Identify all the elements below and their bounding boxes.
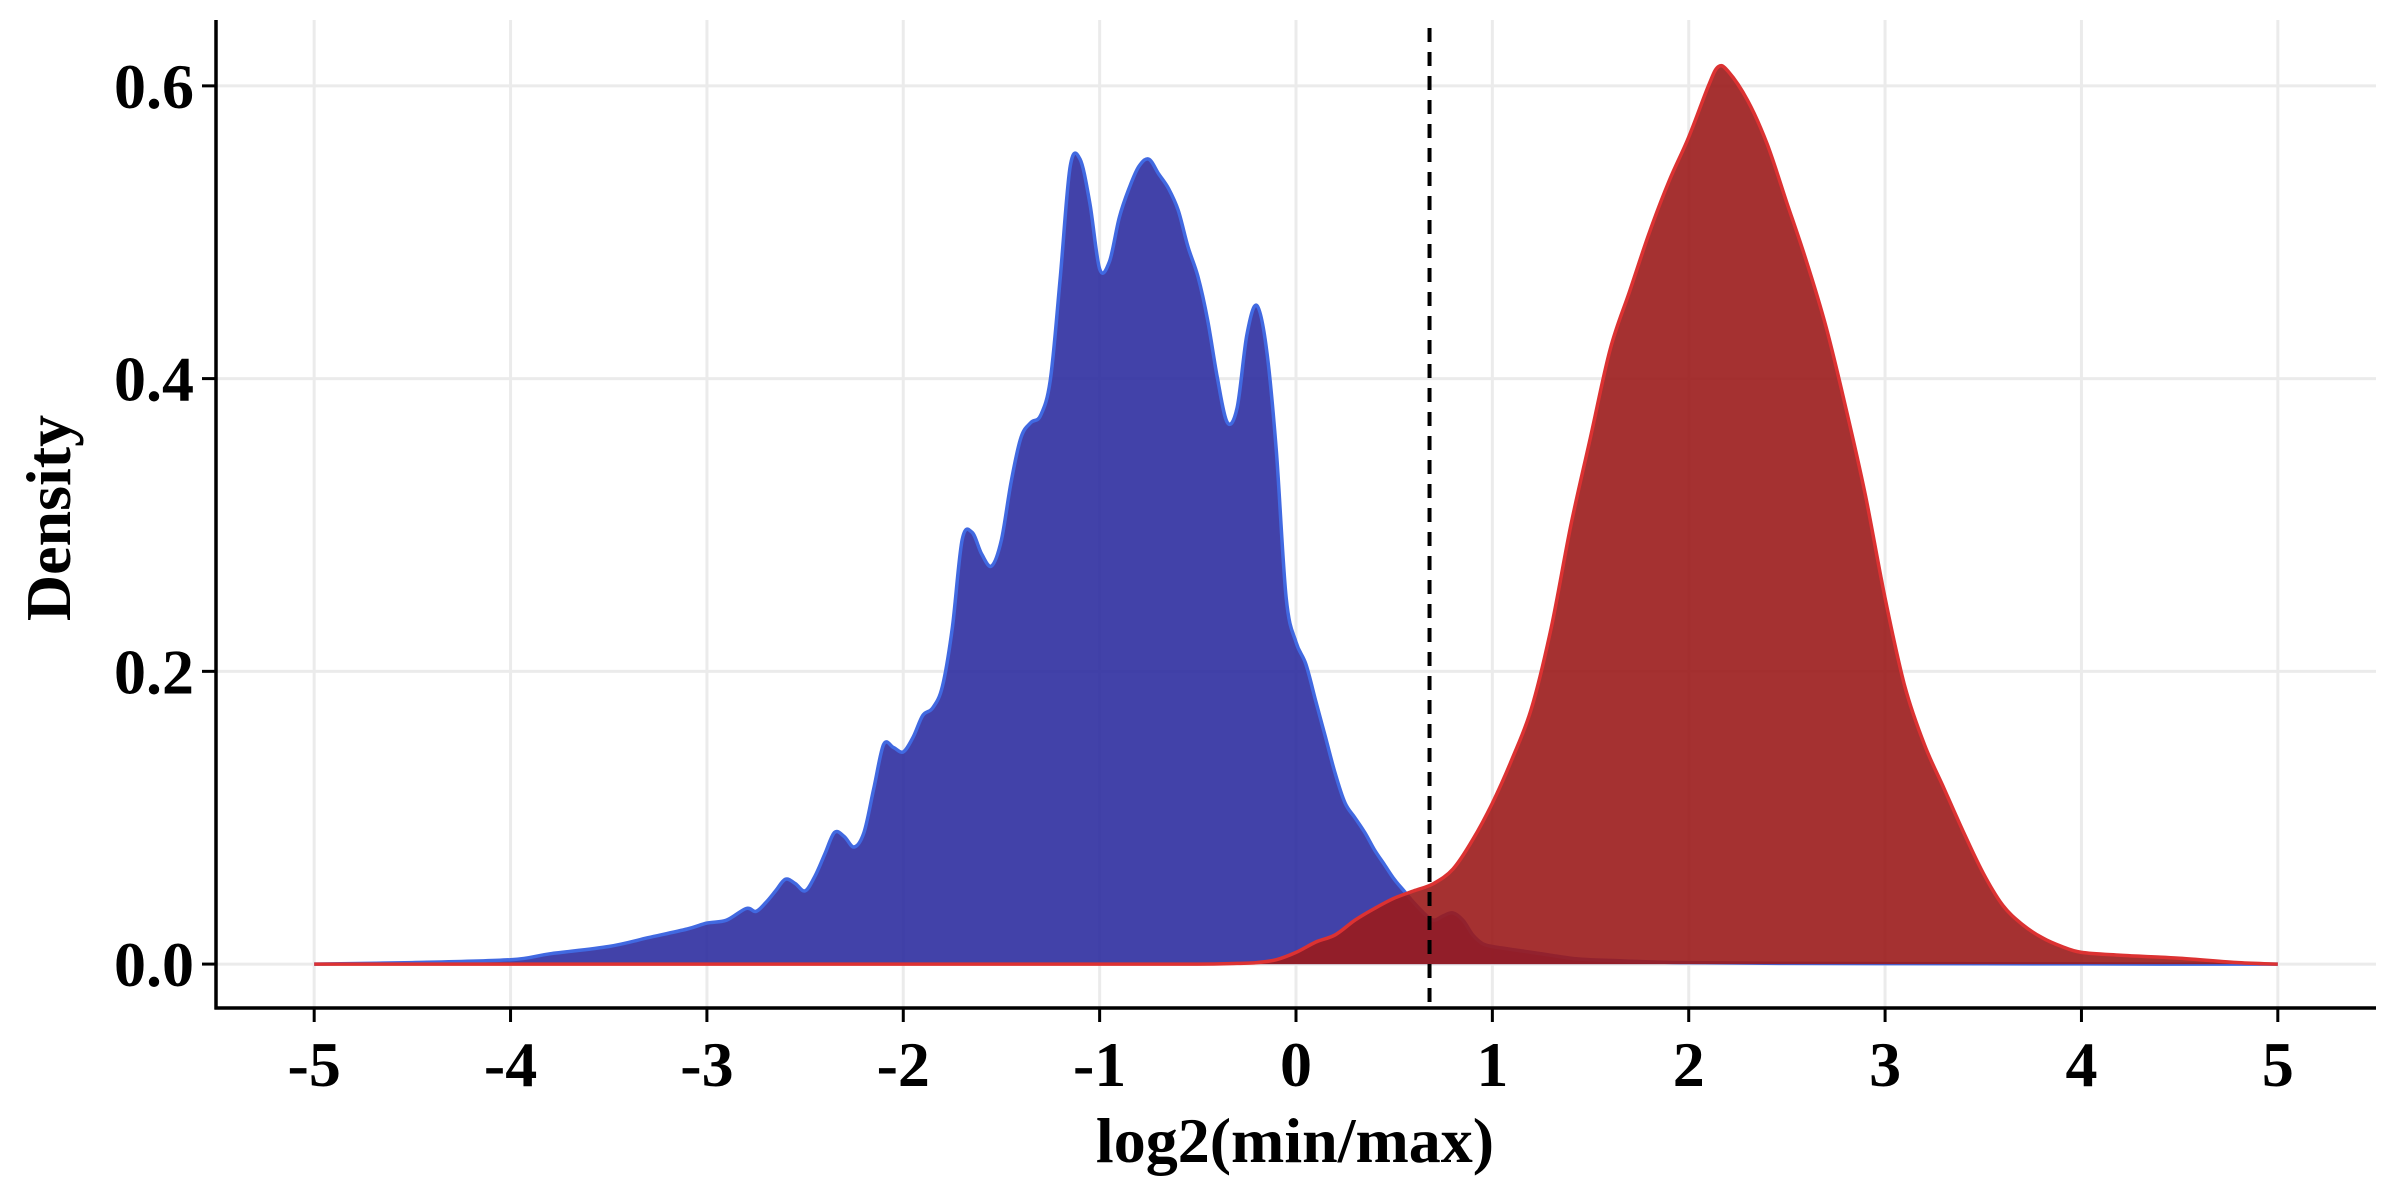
x-tick-label: 4 <box>2065 1029 2097 1100</box>
x-tick-label: 3 <box>1869 1029 1901 1100</box>
y-tick-label: 0.2 <box>114 636 194 707</box>
x-tick-label: -5 <box>288 1029 341 1100</box>
y-tick-label: 0.0 <box>114 929 194 1000</box>
x-tick-label: 2 <box>1673 1029 1705 1100</box>
x-tick-labels: -5 -4 -3 -2 -1 0 1 2 3 4 5 <box>288 1029 2294 1100</box>
x-tick-label: -2 <box>877 1029 930 1100</box>
y-axis-title: Density <box>13 415 84 621</box>
x-tick-label: 0 <box>1280 1029 1312 1100</box>
x-tick-label: -3 <box>680 1029 733 1100</box>
x-tick-label: -1 <box>1073 1029 1126 1100</box>
y-tick-labels: 0.0 0.2 0.4 0.6 <box>114 51 194 1000</box>
y-tick-label: 0.6 <box>114 51 194 122</box>
x-tick-label: 5 <box>2262 1029 2294 1100</box>
axes <box>202 20 2376 1022</box>
y-tick-label: 0.4 <box>114 344 194 415</box>
density-series <box>314 63 2278 966</box>
density-line-2 <box>314 63 2278 966</box>
x-tick-label: -4 <box>484 1029 537 1100</box>
density-area-1 <box>314 153 2278 965</box>
density-area-2 <box>314 65 2278 965</box>
x-axis-title: log2(min/max) <box>1096 1105 1494 1176</box>
x-tick-label: 1 <box>1476 1029 1508 1100</box>
